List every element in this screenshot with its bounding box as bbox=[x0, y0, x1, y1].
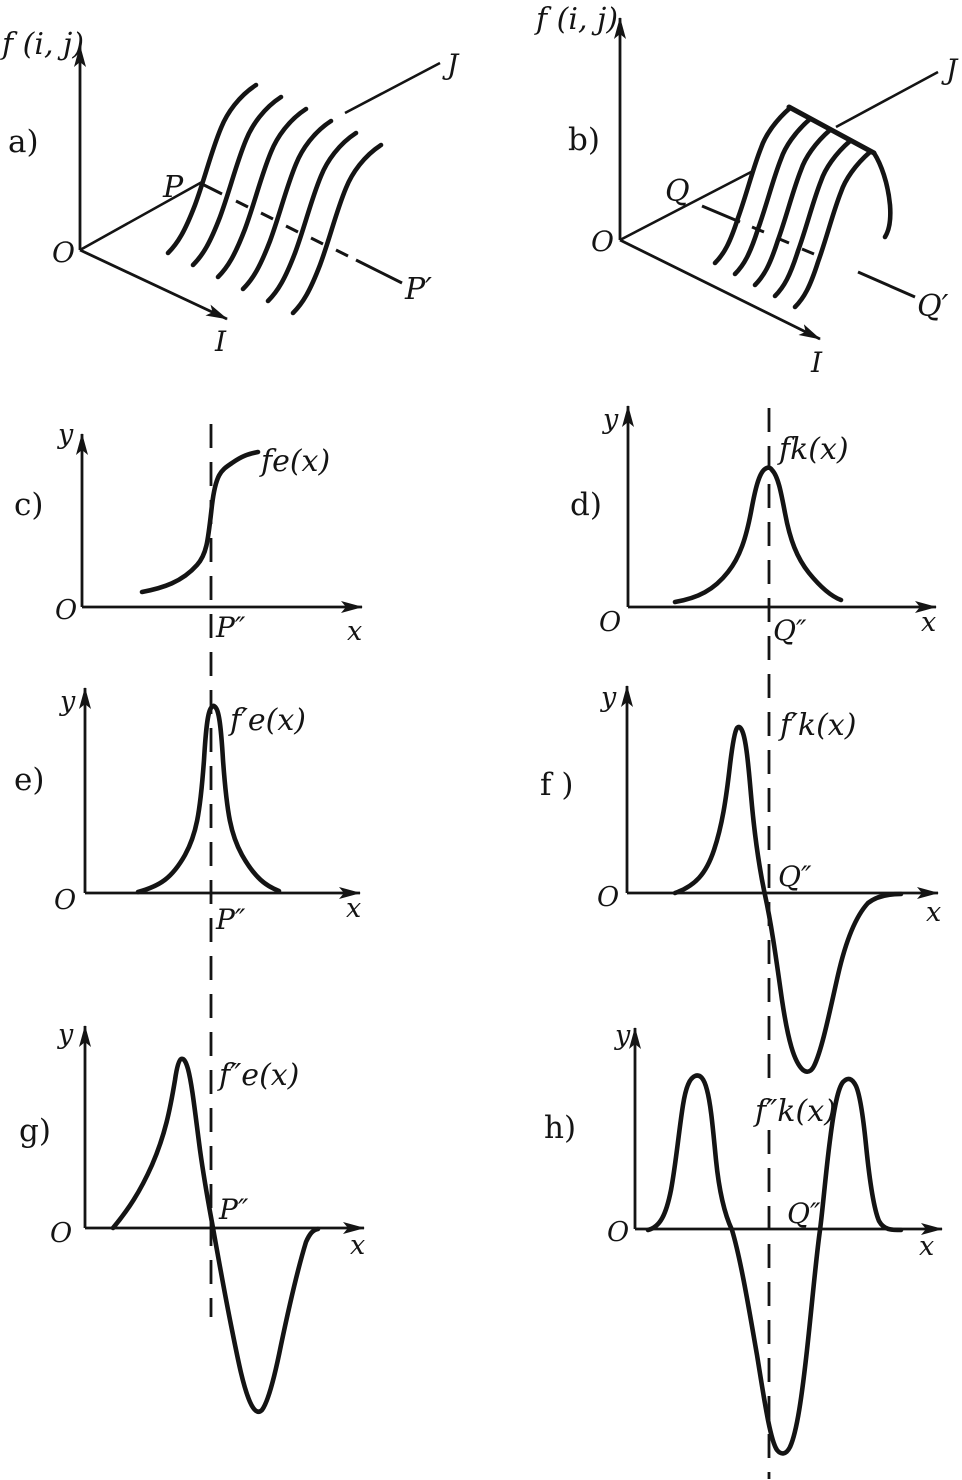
panel-b-i-axis bbox=[619, 238, 821, 341]
panel-d-curve-label: fk(x) bbox=[777, 432, 849, 467]
panel-b: b) f (i, j) O I J Q Q′ bbox=[534, 2, 959, 379]
panel-f-first-derivative-line-curve bbox=[672, 724, 904, 1074]
panel-a-origin-label: O bbox=[52, 236, 75, 269]
panel-e-origin-label: O bbox=[54, 885, 76, 916]
panel-c: c) y x O fe(x) P″ bbox=[14, 419, 363, 647]
panel-a-j-label: J bbox=[442, 48, 460, 81]
panel-g-origin-label: O bbox=[50, 1218, 72, 1249]
panel-a: a) f (i, j) O I J P P′ bbox=[0, 27, 460, 358]
panel-g-edge-mark-label: P″ bbox=[218, 1193, 249, 1226]
panel-e-edge-mark-label: P″ bbox=[215, 903, 246, 936]
panel-c-y-label: y bbox=[57, 419, 74, 450]
panel-c-edge-profile-curve bbox=[139, 449, 261, 595]
panel-h: h) y x O f″k(x) Q″ bbox=[544, 1020, 943, 1456]
panel-h-curve-label: f″k(x) bbox=[753, 1094, 836, 1129]
panel-g-curve-label: f″e(x) bbox=[217, 1058, 299, 1093]
edge-position-guides bbox=[209, 408, 771, 1479]
panel-b-j-label: J bbox=[941, 53, 959, 86]
panel-a-i-axis bbox=[79, 248, 228, 321]
panel-h-y-label: y bbox=[614, 1020, 631, 1051]
panel-a-point-Pprime-label: P′ bbox=[404, 272, 432, 307]
panel-f-caption: f ) bbox=[540, 767, 573, 803]
panel-e-first-derivative-edge-curve bbox=[135, 703, 282, 895]
panel-d-line-profile-curve bbox=[672, 465, 844, 605]
panel-g-caption: g) bbox=[19, 1113, 51, 1149]
panel-c-caption: c) bbox=[14, 487, 43, 523]
panel-b-surface-label: f (i, j) bbox=[534, 2, 618, 37]
panel-c-origin-label: O bbox=[55, 595, 77, 626]
panel-c-edge-mark-label: P″ bbox=[215, 611, 246, 644]
panel-e-x-label: x bbox=[346, 893, 361, 924]
panel-d-mark-backing bbox=[772, 614, 816, 640]
panel-b-point-Qprime-label: Q′ bbox=[917, 289, 949, 324]
panel-d-label-backing bbox=[772, 434, 852, 464]
panel-b-roof-edge-surface-curves bbox=[712, 104, 893, 310]
panel-h-origin-label: O bbox=[607, 1217, 629, 1248]
panel-b-j-axis-far bbox=[835, 70, 939, 129]
panel-b-point-Q-label: Q bbox=[665, 174, 690, 209]
panel-c-x-label: x bbox=[347, 616, 362, 647]
panel-c-curve-label: fe(x) bbox=[259, 444, 330, 479]
panel-f: f ) y x O f′k(x) Q″ bbox=[540, 682, 941, 1074]
panel-h-label-backing bbox=[751, 1092, 867, 1128]
panel-h-caption: h) bbox=[544, 1110, 576, 1146]
panel-d-origin-label: O bbox=[599, 607, 621, 638]
panel-h-edge-mark-label: Q″ bbox=[787, 1197, 821, 1230]
panel-a-point-P-label: P bbox=[162, 170, 184, 205]
panel-b-ridge-top-edge bbox=[786, 104, 877, 156]
panel-b-caption: b) bbox=[568, 122, 600, 158]
panel-d: d) y x O fk(x) Q″ bbox=[570, 404, 937, 647]
panel-a-step-edge-surface-curves bbox=[165, 82, 384, 316]
panel-a-caption: a) bbox=[8, 124, 39, 160]
panel-f-curve-label: f′k(x) bbox=[778, 708, 856, 743]
panel-f-origin-label: O bbox=[597, 882, 619, 913]
panel-e-caption: e) bbox=[14, 762, 44, 798]
panel-b-j-axis-near bbox=[619, 169, 754, 242]
panel-h-x-label: x bbox=[919, 1231, 934, 1262]
panel-g-second-derivative-edge-curve bbox=[110, 1056, 321, 1414]
panel-f-x-label: x bbox=[926, 897, 941, 928]
panel-a-j-axis-far bbox=[344, 61, 441, 115]
panel-d-x-label: x bbox=[921, 607, 936, 638]
panel-e-curve-label: f′e(x) bbox=[228, 703, 306, 738]
panel-f-edge-mark-label: Q″ bbox=[778, 860, 812, 893]
panel-d-caption: d) bbox=[570, 487, 602, 523]
panel-b-origin-label: O bbox=[591, 225, 614, 258]
panel-f-y-label: y bbox=[600, 682, 617, 713]
panel-a-j-axis-near bbox=[79, 180, 203, 252]
panel-d-y-label: y bbox=[602, 404, 619, 435]
panel-h-second-derivative-line-curve bbox=[645, 1073, 904, 1456]
panel-a-i-label: I bbox=[214, 325, 227, 358]
panel-g-y-label: y bbox=[57, 1019, 74, 1050]
panel-e-y-label: y bbox=[59, 686, 76, 717]
panel-a-surface-label: f (i, j) bbox=[0, 27, 84, 62]
panel-e: e) y x O f′e(x) P″ bbox=[14, 686, 361, 936]
panel-b-i-label: I bbox=[810, 346, 823, 379]
panel-g-x-label: x bbox=[350, 1230, 365, 1261]
panel-d-edge-mark-label: Q″ bbox=[773, 614, 807, 647]
panel-b-ridge-falling-edge bbox=[871, 150, 893, 240]
panel-g: g) y x O f″e(x) P″ bbox=[19, 1019, 365, 1414]
